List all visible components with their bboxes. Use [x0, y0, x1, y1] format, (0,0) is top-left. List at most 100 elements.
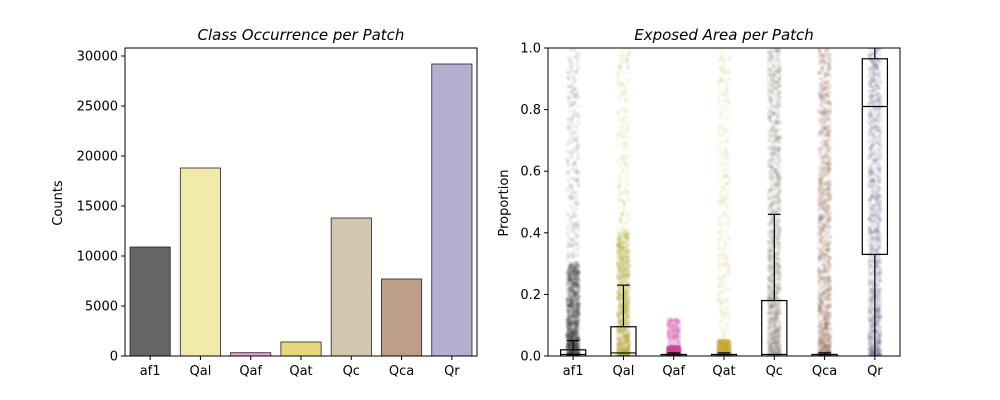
- strip-point: [568, 298, 574, 304]
- strip-point: [567, 344, 572, 349]
- strip-point: [568, 203, 573, 208]
- x-tick-label-Qat: Qat: [289, 364, 312, 379]
- strip-point: [572, 334, 577, 339]
- strip-point: [565, 142, 571, 147]
- strip-point: [676, 347, 681, 352]
- strip-point: [616, 262, 622, 267]
- strip-point: [566, 336, 571, 341]
- strip-point: [626, 124, 631, 129]
- strip-point: [618, 124, 623, 129]
- y-tick-label: 5000: [85, 300, 118, 315]
- strip-point: [622, 267, 628, 272]
- strip-point: [576, 271, 581, 276]
- strip-point: [572, 279, 578, 284]
- left-x-ticks: af1 Qal Qaf Qat Qc Qca Qr: [140, 356, 460, 379]
- strip-point: [571, 113, 576, 118]
- strip-point: [574, 295, 580, 301]
- strip-point: [615, 239, 621, 245]
- y-tick-label: 20000: [77, 150, 118, 165]
- strip-point: [617, 71, 622, 76]
- strip-point: [617, 196, 623, 201]
- strip-point: [573, 150, 578, 155]
- strip-point: [569, 126, 574, 132]
- strip-point: [574, 273, 579, 279]
- strip-point: [565, 271, 570, 276]
- strip-point: [568, 269, 574, 275]
- strip-point: [576, 310, 581, 315]
- strip-point: [666, 321, 671, 326]
- strip-point: [666, 331, 672, 337]
- strip-point: [617, 181, 623, 186]
- strip-point: [575, 303, 581, 308]
- right-strip-points: [564, 48, 884, 356]
- strip-point: [570, 310, 575, 315]
- strip-point: [566, 282, 571, 288]
- strip-point: [623, 141, 628, 146]
- strip-point: [624, 194, 629, 199]
- strip-point: [576, 183, 581, 188]
- strip-point: [564, 282, 570, 287]
- strip-point: [566, 263, 572, 269]
- strip-point: [669, 352, 674, 356]
- strip-point: [573, 321, 578, 326]
- strip-point: [574, 125, 579, 130]
- strip-point: [565, 349, 570, 355]
- strip-point: [619, 82, 625, 87]
- strip-point: [618, 118, 623, 123]
- strip-point: [569, 288, 575, 293]
- strip-point: [573, 327, 578, 332]
- strip-point: [568, 104, 573, 109]
- strip-point: [569, 307, 575, 312]
- strip-point: [572, 201, 578, 206]
- strip-point: [625, 64, 631, 69]
- strip-point: [567, 276, 572, 282]
- strip-point: [570, 349, 575, 354]
- strip-point: [625, 327, 631, 333]
- x-tick-label-Qca: Qca: [389, 364, 414, 379]
- strip-point: [566, 108, 572, 114]
- strip-point: [617, 95, 622, 101]
- strip-point: [576, 247, 581, 253]
- strip-point: [626, 119, 631, 124]
- strip-point: [576, 104, 581, 109]
- strip-point: [576, 270, 581, 275]
- strip-point: [570, 308, 575, 314]
- strip-point: [572, 286, 577, 292]
- strip-point: [566, 309, 572, 314]
- strip-point: [565, 269, 570, 274]
- strip-point: [618, 300, 623, 306]
- strip-point: [622, 178, 628, 184]
- strip-point: [573, 178, 578, 183]
- strip-point: [570, 294, 575, 300]
- strip-point: [565, 304, 571, 310]
- strip-point: [618, 217, 624, 222]
- strip-point: [571, 108, 577, 113]
- strip-point: [621, 121, 627, 126]
- strip-point: [573, 291, 579, 296]
- strip-point: [576, 264, 581, 269]
- strip-point: [566, 236, 571, 241]
- strip-point: [576, 262, 581, 267]
- strip-point: [565, 315, 571, 321]
- strip-point: [574, 156, 580, 161]
- strip-point: [572, 317, 578, 323]
- strip-point: [616, 174, 622, 179]
- strip-point: [572, 332, 577, 337]
- strip-point: [567, 302, 572, 307]
- strip-point: [575, 272, 580, 277]
- strip-point: [565, 211, 571, 216]
- strip-point: [574, 288, 580, 293]
- strip-point: [616, 185, 621, 190]
- strip-point: [619, 239, 625, 244]
- strip-point: [669, 317, 674, 323]
- strip-point: [566, 95, 571, 100]
- strip-point: [565, 301, 570, 307]
- strip-point: [573, 320, 578, 325]
- x-tick-label-Qaf: Qaf: [239, 364, 262, 379]
- strip-point: [568, 349, 574, 355]
- left-y-axis-label: Counts: [51, 180, 66, 226]
- strip-point: [572, 272, 577, 277]
- strip-point: [623, 173, 628, 178]
- strip-point: [620, 134, 625, 140]
